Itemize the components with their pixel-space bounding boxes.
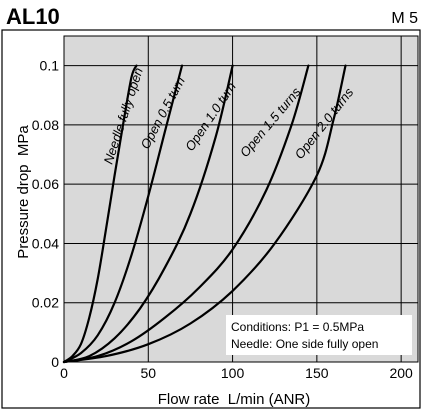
y-tick-label: 0 [51,354,59,370]
series-line [62,64,234,364]
y-tick-label: 0.1 [40,58,60,74]
x-tick-label: 50 [140,365,156,381]
conditions-line-1: Conditions: P1 = 0.5MPa [231,320,364,334]
x-tick-label: 100 [221,365,245,381]
grid-lines [64,36,418,362]
series-line [62,64,347,364]
x-tick-label: 200 [389,365,413,381]
y-tick-label: 0.04 [32,235,59,251]
series-line [62,64,310,364]
x-tick-label: 0 [60,365,68,381]
conditions-box [226,315,412,355]
plot-area [63,35,419,363]
curves [62,64,347,364]
series-line [62,64,184,364]
chart-title: AL10 [6,4,60,29]
series-line [62,64,138,364]
y-tick-label: 0.08 [32,117,59,133]
y-tick-label: 0.02 [32,295,59,311]
conditions-line-2: Needle: One side fully open [231,337,378,351]
port-size-label: M 5 [391,10,418,27]
y-tick-label: 0.06 [32,176,59,192]
y-axis-label: Pressure drop MPa [15,125,32,259]
tick-labels: 0 50 100 150 200 0 0.02 0.04 0.06 0.08 0.1 [32,58,413,381]
x-tick-label: 150 [305,365,329,381]
x-axis-label: Flow rate L/min (ANR) [158,391,311,408]
